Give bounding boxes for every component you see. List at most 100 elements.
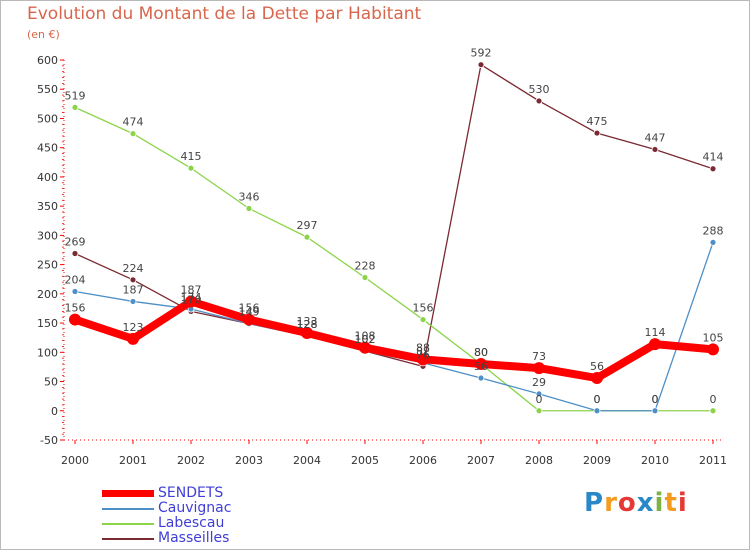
x-tick-label: 2004 [293,454,321,467]
y-tick-label: 400 [37,171,58,184]
data-label: 0 [652,393,659,406]
data-label: 82 [416,345,430,358]
data-label: 108 [355,330,376,343]
data-label: 228 [355,259,376,272]
legend-label: SENDETS [158,485,224,501]
logo-letter: t [664,488,678,518]
data-label: 133 [297,315,318,328]
x-tick-label: 2009 [583,454,611,467]
data-label: 269 [65,236,86,249]
data-point [71,103,79,111]
series-line-cauvignac [74,242,714,412]
data-label: 174 [181,291,202,304]
data-label: 0 [594,393,601,406]
proxiti-logo[interactable]: Proxiti [584,488,688,518]
x-tick-label: 2006 [409,454,437,467]
y-tick-label: 50 [44,376,58,389]
y-tick-label: 450 [37,142,58,155]
y-tick-label: 250 [37,259,58,272]
x-tick-label: 2002 [177,454,205,467]
logo-letter: o [617,488,637,518]
data-point [651,146,659,153]
data-label: 156 [413,302,434,315]
data-point [361,274,369,281]
data-point [359,341,371,354]
y-tick-label: 500 [37,112,58,125]
data-label: 447 [645,131,666,144]
data-point [593,129,601,137]
data-point [417,353,429,366]
data-point [71,250,79,257]
data-label: 288 [703,224,724,237]
data-point [535,407,543,415]
y-tick-label: 600 [37,54,58,67]
data-point [535,97,543,105]
chart-unit-label: (en €) [27,28,60,41]
legend-swatch [102,490,154,497]
legend-item: Cauvignac [102,501,231,516]
data-point [187,164,195,172]
data-point [185,295,197,308]
x-tick-label: 2003 [235,454,263,467]
data-label: 475 [587,115,608,128]
data-label: 29 [532,376,546,389]
y-tick-label: 300 [37,229,58,242]
y-tick-label: 350 [37,200,58,213]
legend-label: Cauvignac [158,500,232,516]
data-point [593,407,601,415]
data-label: 114 [645,326,666,339]
data-point [709,165,717,173]
data-point [475,358,487,370]
data-label: 187 [123,283,144,296]
logo-letter: i [677,488,688,518]
y-tick-label: 200 [37,288,58,301]
data-label: 80 [474,346,488,359]
data-point [709,238,717,246]
x-tick-label: 2007 [467,454,495,467]
data-label: 0 [710,393,717,406]
data-point [129,130,137,138]
data-label: 156 [65,302,86,315]
x-tick-label: 2000 [61,454,89,467]
x-tick-label: 2010 [641,454,669,467]
data-point [649,338,661,351]
x-tick-label: 2001 [119,454,147,467]
chart-title: Evolution du Montant de la Dette par Hab… [27,4,422,24]
legend-item: Masseilles [102,531,231,546]
data-label: 0 [594,393,601,406]
data-label: 56 [590,360,604,373]
data-label: 128 [297,318,318,331]
legend-swatch [102,522,154,525]
legend-label: Labescau [158,515,225,531]
data-point [303,233,311,241]
series-line-masseilles [74,64,714,367]
data-label: 0 [652,393,659,406]
y-tick-label: 150 [37,317,58,330]
data-point [243,313,255,326]
legend-item: Labescau [102,516,231,531]
data-label: 149 [239,306,260,319]
data-label: 0 [536,393,543,406]
data-point [301,327,313,340]
logo-letter: i [654,488,665,518]
data-point [709,407,717,415]
data-point [477,374,485,382]
data-label: 204 [65,274,86,287]
data-label: 415 [181,150,202,163]
data-label: 224 [123,262,144,275]
x-tick-label: 2011 [699,454,727,467]
data-label: 530 [529,83,550,96]
data-point [129,276,137,284]
logo-letter: x [636,488,655,518]
data-point [129,298,137,305]
y-tick-label: 550 [37,83,58,96]
data-point [535,390,543,398]
data-label: 102 [355,333,376,346]
data-point [591,372,603,385]
data-label: 123 [123,321,144,334]
legend-label: Masseilles [158,530,230,546]
series-line-sendets [73,297,714,383]
data-label: 474 [123,116,144,129]
x-tick-label: 2008 [525,454,553,467]
